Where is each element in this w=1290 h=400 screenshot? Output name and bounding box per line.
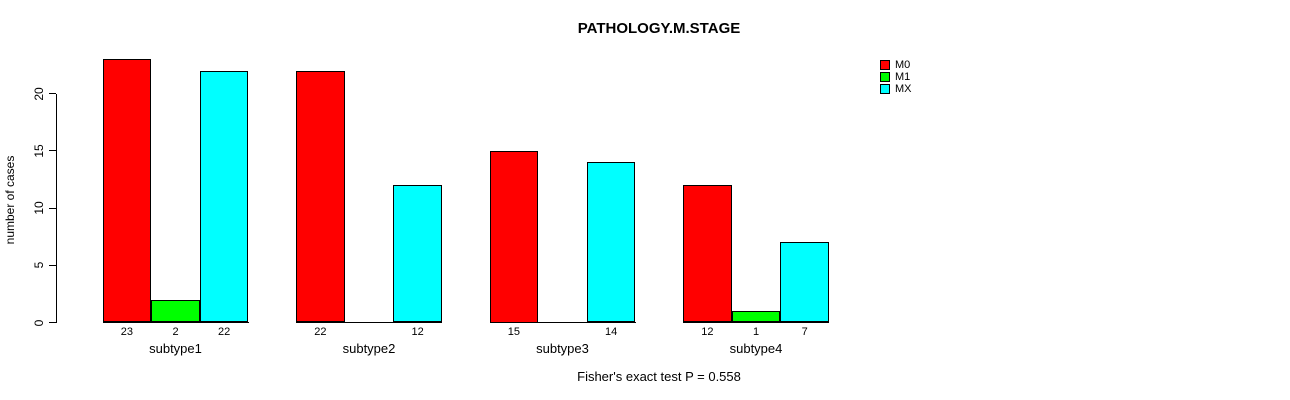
bar-m1-subtype1 [151,299,200,323]
bar-value-label: 22 [218,326,231,338]
legend-swatch-m1 [880,72,890,82]
legend-swatch-m0 [880,60,890,70]
bar-mx-subtype2 [393,185,442,323]
group-baseline [296,321,442,323]
bar-value-label: 2 [172,326,179,338]
legend-item-m0: M0 [880,59,912,71]
bar-m0-subtype2 [296,70,345,323]
category-label-subtype3: subtype3 [536,341,589,356]
bar-m1-subtype4 [731,311,781,323]
y-tick-label: 15 [32,144,46,158]
bar-value-label: 12 [701,326,714,338]
bar-value-label: 15 [507,326,520,338]
bar-value-label: 12 [411,326,424,338]
legend-swatch-mx [880,84,890,94]
legend-label-mx: MX [895,83,912,95]
legend-label-m1: M1 [895,71,911,83]
y-tick-label: 20 [32,86,46,101]
bar-value-label: 23 [120,326,133,338]
legend-label-m0: M0 [895,59,911,71]
bar-value-label: 22 [314,326,327,338]
legend: M0 M1 MX [880,59,912,95]
y-tick [49,264,56,266]
y-tick-label: 0 [32,319,46,326]
legend-item-mx: MX [880,83,912,95]
y-axis-line [56,93,57,323]
y-tick [49,150,56,152]
y-tick [49,322,56,323]
annotation-fishers-test: Fisher's exact test P = 0.558 [577,369,741,384]
y-tick-label: 10 [32,201,46,215]
bar-m0-subtype1 [102,59,152,323]
group-baseline [489,321,636,323]
category-label-subtype1: subtype1 [149,341,202,356]
bar-m0-subtype4 [683,185,732,323]
category-label-subtype4: subtype4 [729,341,783,356]
y-tick [49,93,56,94]
bar-mx-subtype3 [586,162,636,323]
bar-mx-subtype4 [780,242,829,323]
chart-title: PATHOLOGY.M.STAGE [577,20,741,37]
y-tick-label: 5 [32,261,46,269]
category-label-subtype2: subtype2 [342,341,396,356]
y-tick [49,207,56,209]
bar-value-label: 1 [752,326,760,338]
bar-value-label: 14 [605,326,618,338]
legend-item-m1: M1 [880,71,912,83]
bar-m0-subtype3 [489,150,539,323]
bar-mx-subtype1 [199,70,249,323]
y-axis-title: number of cases [3,155,17,245]
bar-value-label: 7 [801,326,808,338]
